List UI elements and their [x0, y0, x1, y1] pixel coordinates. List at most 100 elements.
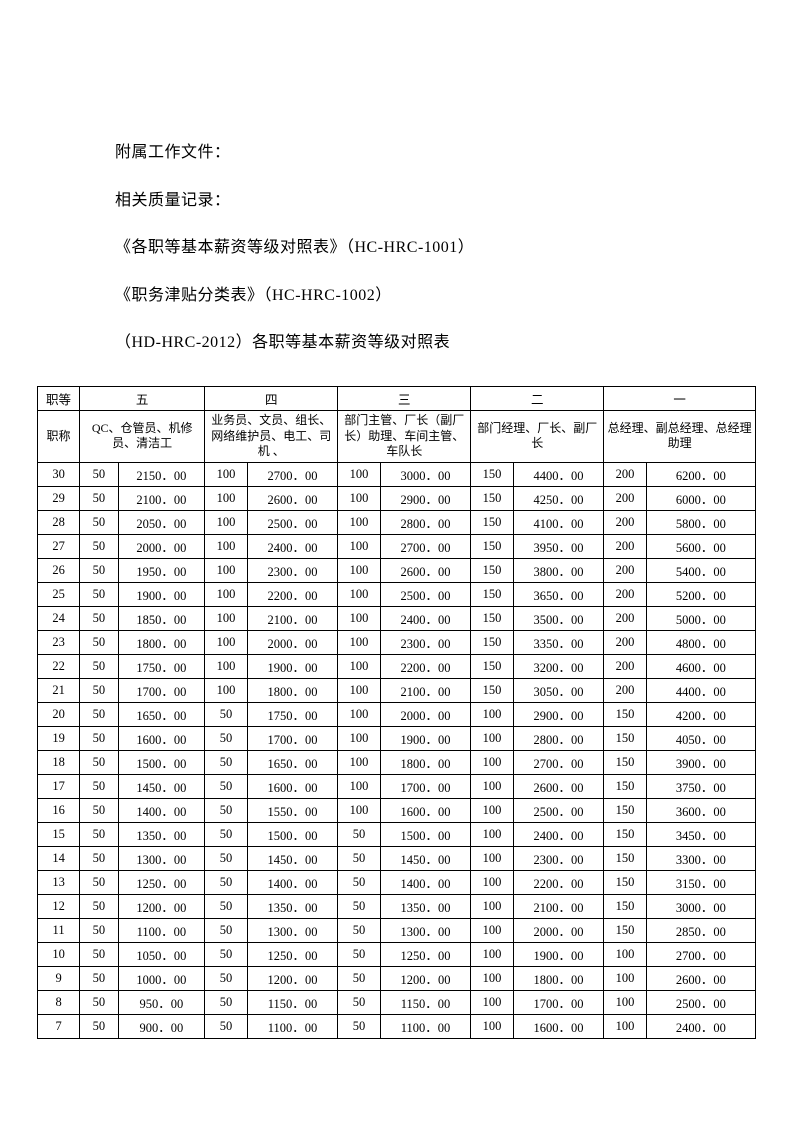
table-cell: 3800．00: [513, 558, 603, 582]
table-cell: 1500．00: [380, 822, 470, 846]
table-cell: 100: [604, 942, 647, 966]
table-cell: 23: [38, 630, 80, 654]
table-cell: 50: [80, 822, 118, 846]
level-2-header: 二: [471, 386, 604, 410]
table-cell: 50: [80, 990, 118, 1014]
table-cell: 200: [604, 510, 647, 534]
table-cell: 1350．00: [380, 894, 470, 918]
table-cell: 50: [338, 894, 381, 918]
table-cell: 50: [205, 774, 248, 798]
table-cell: 1400．00: [118, 798, 205, 822]
table-cell: 2200．00: [380, 654, 470, 678]
table-cell: 200: [604, 630, 647, 654]
table-cell: 1400．00: [380, 870, 470, 894]
table-cell: 150: [471, 510, 514, 534]
table-cell: 1100．00: [380, 1014, 470, 1038]
table-cell: 30: [38, 462, 80, 486]
table-cell: 50: [205, 846, 248, 870]
table-cell: 2500．00: [380, 582, 470, 606]
table-row: 28502050．001002500．001002800．001504100．0…: [38, 510, 756, 534]
table-cell: 2600．00: [513, 774, 603, 798]
table-cell: 5000．00: [646, 606, 755, 630]
table-cell: 1900．00: [118, 582, 205, 606]
table-cell: 2500．00: [646, 990, 755, 1014]
table-cell: 100: [338, 630, 381, 654]
table-cell: 50: [205, 870, 248, 894]
table-cell: 19: [38, 726, 80, 750]
text-line-3: 《各职等基本薪资等级对照表》（HC-HRC-1001）: [115, 235, 756, 261]
table-cell: 3300．00: [646, 846, 755, 870]
table-cell: 100: [338, 534, 381, 558]
table-cell: 4200．00: [646, 702, 755, 726]
table-cell: 1000．00: [118, 966, 205, 990]
table-cell: 1800．00: [247, 678, 337, 702]
table-cell: 2700．00: [646, 942, 755, 966]
table-cell: 50: [80, 870, 118, 894]
table-cell: 3950．00: [513, 534, 603, 558]
table-cell: 200: [604, 462, 647, 486]
table-cell: 50: [205, 726, 248, 750]
table-cell: 1650．00: [118, 702, 205, 726]
table-cell: 100: [205, 510, 248, 534]
table-row: 11501100．00501300．00501300．001002000．001…: [38, 918, 756, 942]
table-row: 22501750．001001900．001002200．001503200．0…: [38, 654, 756, 678]
table-cell: 4100．00: [513, 510, 603, 534]
level-col-header: 职等: [38, 386, 80, 410]
table-cell: 4600．00: [646, 654, 755, 678]
level-5-header: 五: [80, 386, 205, 410]
table-cell: 1250．00: [380, 942, 470, 966]
table-cell: 100: [471, 870, 514, 894]
table-cell: 150: [604, 702, 647, 726]
table-cell: 2300．00: [380, 630, 470, 654]
table-cell: 1100．00: [118, 918, 205, 942]
table-cell: 2000．00: [513, 918, 603, 942]
table-cell: 1600．00: [380, 798, 470, 822]
table-cell: 150: [604, 822, 647, 846]
table-cell: 1800．00: [118, 630, 205, 654]
table-cell: 150: [471, 534, 514, 558]
table-row: 17501450．00501600．001001700．001002600．00…: [38, 774, 756, 798]
table-cell: 50: [80, 774, 118, 798]
table-cell: 3450．00: [646, 822, 755, 846]
text-line-2: 相关质量记录：: [115, 188, 756, 214]
table-cell: 50: [80, 486, 118, 510]
table-cell: 1250．00: [118, 870, 205, 894]
table-cell: 200: [604, 654, 647, 678]
table-cell: 100: [338, 798, 381, 822]
table-cell: 50: [205, 942, 248, 966]
table-cell: 1600．00: [513, 1014, 603, 1038]
table-cell: 16: [38, 798, 80, 822]
table-cell: 100: [471, 990, 514, 1014]
table-cell: 2850．00: [646, 918, 755, 942]
table-cell: 100: [338, 726, 381, 750]
table-row: 13501250．00501400．00501400．001002200．001…: [38, 870, 756, 894]
table-cell: 150: [604, 798, 647, 822]
table-cell: 8: [38, 990, 80, 1014]
table-cell: 50: [205, 798, 248, 822]
table-cell: 2600．00: [247, 486, 337, 510]
table-row: 850950．00501150．00501150．001001700．00100…: [38, 990, 756, 1014]
table-cell: 6200．00: [646, 462, 755, 486]
table-cell: 1400．00: [247, 870, 337, 894]
table-row: 21501700．001001800．001002100．001503050．0…: [38, 678, 756, 702]
table-cell: 50: [80, 630, 118, 654]
table-cell: 2150．00: [118, 462, 205, 486]
table-cell: 100: [338, 582, 381, 606]
table-cell: 50: [80, 798, 118, 822]
table-cell: 1650．00: [247, 750, 337, 774]
table-cell: 1900．00: [247, 654, 337, 678]
title-3: 部门主管、厂长（副厂长）助理、车间主管、车队长: [338, 410, 471, 462]
table-cell: 100: [205, 534, 248, 558]
table-cell: 50: [205, 1014, 248, 1038]
table-cell: 1600．00: [247, 774, 337, 798]
table-cell: 100: [471, 1014, 514, 1038]
table-cell: 200: [604, 582, 647, 606]
table-cell: 1200．00: [118, 894, 205, 918]
table-cell: 1200．00: [247, 966, 337, 990]
table-cell: 2000．00: [380, 702, 470, 726]
table-cell: 24: [38, 606, 80, 630]
table-row: 25501900．001002200．001002500．001503650．0…: [38, 582, 756, 606]
table-cell: 200: [604, 678, 647, 702]
table-cell: 100: [471, 750, 514, 774]
table-cell: 1850．00: [118, 606, 205, 630]
